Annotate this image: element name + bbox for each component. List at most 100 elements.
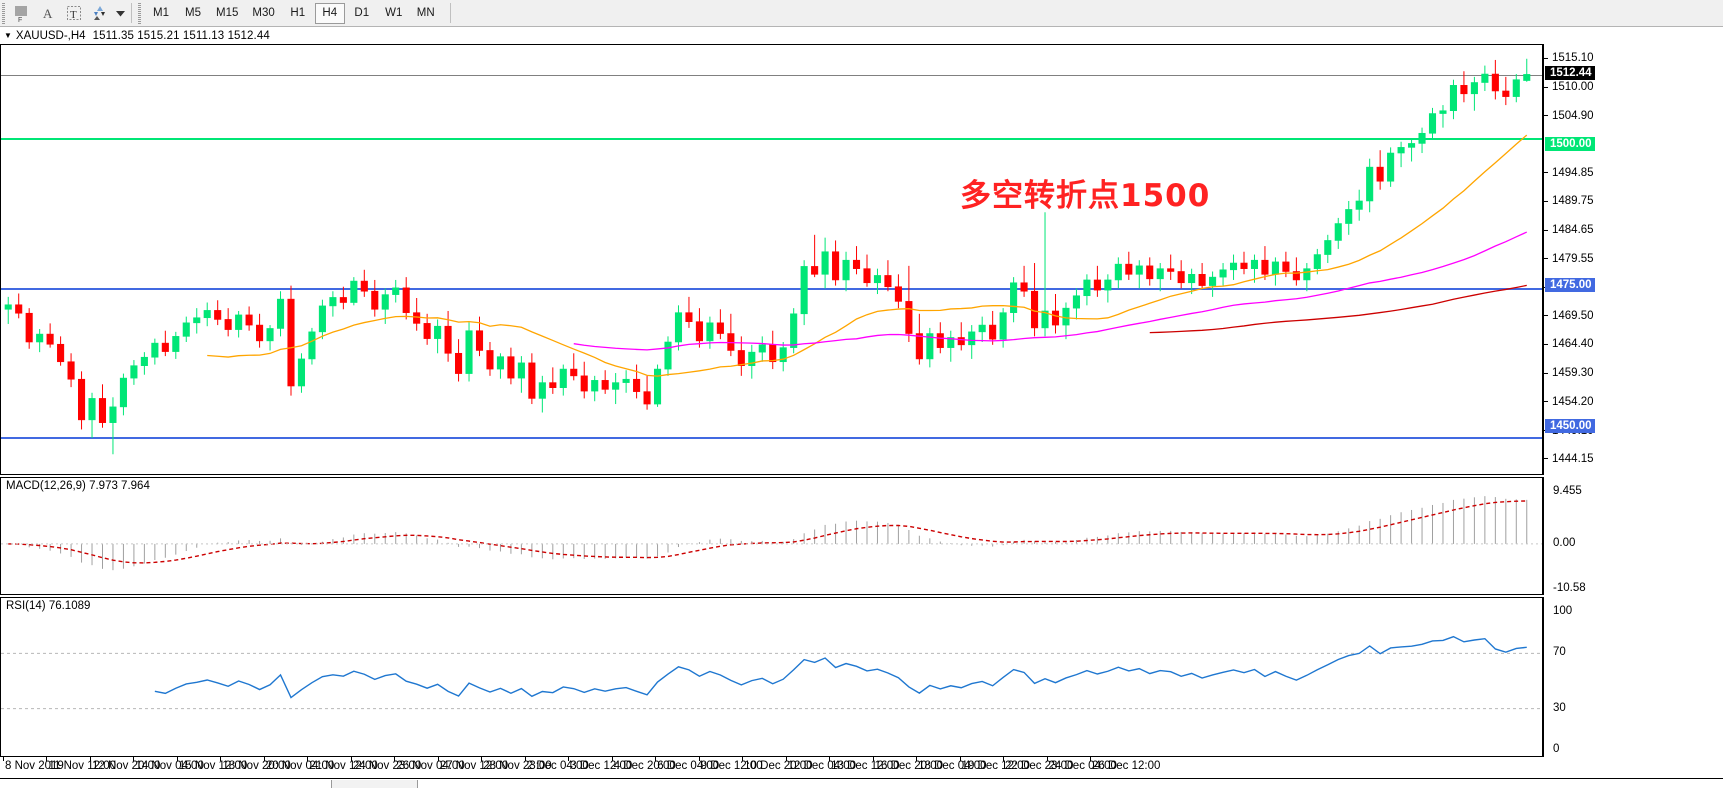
time-axis-label: 14 Nov 04:00 [135, 760, 204, 772]
last-price-line [1, 75, 1542, 76]
time-axis-label: 22 Dec 23:00 [1005, 760, 1074, 772]
level-badge-1500-00: 1500.00 [1545, 136, 1595, 151]
macd-axis-scale[interactable]: 9.455 0.00 -10.58 [1543, 477, 1723, 595]
chart-annotation-text: 多空转折点1500 [960, 178, 1211, 214]
timeframe-w1[interactable]: W1 [385, 7, 403, 19]
price-tick-label: 1469.50 [1544, 310, 1594, 322]
rsi-label: RSI(14) 76.1089 [6, 600, 91, 612]
level-line-1450 [1, 437, 1542, 439]
level-badge-1475-00: 1475.00 [1545, 277, 1595, 292]
timeframe-m30[interactable]: M30 [252, 7, 275, 19]
price-tick-label: 1464.40 [1544, 338, 1594, 350]
timeframe-mn[interactable]: MN [416, 7, 435, 19]
price-tick-label: 1454.20 [1544, 396, 1594, 408]
time-axis-label: 28 Nov 23:00 [483, 760, 552, 772]
time-tick [568, 757, 570, 761]
time-tick [220, 757, 222, 761]
last-price-badge: 1512.44 [1545, 66, 1595, 81]
time-axis-label: 16 Dec 20:00 [874, 760, 944, 772]
horizontal-scrollbar[interactable] [0, 778, 1723, 788]
macd-tick-label: 9.455 [1553, 485, 1582, 497]
time-tick [1090, 757, 1091, 761]
timeframe-m1[interactable]: M1 [153, 7, 169, 19]
ohlc-values: 1511.35 1515.21 1511.13 1512.44 [92, 29, 270, 42]
time-axis-label: 26 Dec 12:00 [1092, 760, 1161, 772]
time-tick [916, 757, 918, 761]
time-tick [350, 757, 352, 761]
rsi-tick-label: 70 [1553, 646, 1566, 659]
price-tick-label: 1444.15 [1544, 453, 1594, 465]
time-tick [872, 757, 874, 761]
price-tick-label: 1484.65 [1544, 224, 1594, 236]
time-axis-label: 20 Nov 04:00 [265, 760, 335, 772]
rsi-indicator-pane[interactable]: RSI(14) 76.1089 [0, 597, 1543, 757]
time-axis-label: 9 Dec 12:00 [700, 760, 763, 772]
price-tick-label: 1479.55 [1544, 253, 1594, 265]
rsi-axis-scale[interactable]: 100 70 30 0 [1543, 597, 1723, 757]
time-axis-label: 12 Nov 20:00 [91, 760, 161, 772]
time-axis-label: 6 Dec 04:00 [657, 760, 720, 772]
price-tick-label: 1489.75 [1544, 195, 1594, 207]
timeframe-m15[interactable]: M15 [216, 7, 239, 19]
time-axis-label: 8 Nov 2019 [5, 760, 64, 772]
svg-text:T: T [70, 9, 77, 21]
dropdown-arrow-icon[interactable] [113, 1, 127, 25]
collapse-chevron-icon[interactable]: ▼ [4, 31, 12, 40]
time-axis-label: 18 Dec 04:00 [918, 760, 987, 772]
time-tick [133, 757, 135, 761]
scrollbar-thumb[interactable] [331, 780, 418, 788]
time-tick [263, 757, 265, 761]
time-tick [829, 757, 831, 761]
toolbar-grip-1[interactable] [2, 2, 7, 24]
price-tick-label: 1504.90 [1544, 110, 1594, 122]
price-tick-label: 1459.30 [1544, 367, 1594, 379]
macd-tick-label: -10.58 [1553, 582, 1586, 594]
text-box-icon[interactable]: T [61, 1, 87, 25]
time-tick [394, 757, 396, 761]
time-axis-label: 10 Dec 20:00 [744, 760, 813, 772]
rsi-tick-label: 30 [1553, 701, 1566, 714]
timeframe-h4[interactable]: H4 [314, 2, 345, 24]
crosshair-grid-icon[interactable]: F [9, 1, 35, 25]
rsi-tick-label: 100 [1553, 605, 1573, 617]
rsi-series-canvas [1, 635, 1542, 710]
toolbar-grip-2[interactable] [138, 2, 143, 24]
time-tick [742, 757, 744, 761]
time-axis-label: 24 Dec 04:00 [1048, 760, 1117, 772]
price-chart-pane[interactable] [0, 44, 1543, 475]
text-label-icon[interactable]: A [35, 1, 61, 25]
time-tick [437, 757, 439, 761]
toolbar-divider-2 [449, 3, 451, 23]
time-axis-label: 24 Nov 23:00 [352, 760, 422, 772]
time-axis-label: 4 Dec 20:00 [613, 760, 676, 772]
time-axis[interactable]: 8 Nov 2019 11 Nov 12:00 12 Nov 20:00 14 Nov… [0, 757, 1723, 777]
time-axis-label: 18 Nov 20:00 [222, 760, 291, 772]
rsi-tick-label: 0 [1553, 743, 1560, 755]
macd-indicator-pane[interactable]: MACD(12,26,9) 7.973 7.964 [0, 477, 1543, 595]
price-tick-label: 1515.10 [1544, 52, 1594, 64]
symbol-info-bar: ▼ XAUUSD-,H4 1511.35 1515.21 1511.13 151… [0, 27, 1723, 44]
svg-text:F: F [18, 17, 22, 22]
time-tick [3, 757, 4, 761]
time-tick [1046, 757, 1048, 761]
time-tick [176, 757, 178, 761]
time-axis-label: 21 Nov 12:00 [309, 760, 378, 772]
chart-symbol-label: XAUUSD-,H4 [15, 29, 86, 42]
timeframe-d1[interactable]: D1 [354, 7, 370, 19]
macd-tick-label: 0.00 [1553, 536, 1576, 549]
time-tick [1003, 757, 1005, 761]
price-tick-label: 1494.85 [1544, 167, 1594, 179]
price-axis-scale[interactable]: 1515.10 1510.00 1504.90 1494.85 1489.75 1484.… [1543, 44, 1723, 475]
time-tick [611, 757, 613, 761]
timeframe-h1[interactable]: H1 [290, 7, 306, 19]
time-axis-label: 26 Nov 04:00 [396, 760, 465, 772]
timeframe-m5[interactable]: M5 [185, 7, 201, 19]
shapes-icon[interactable] [87, 1, 113, 25]
time-tick [524, 757, 526, 761]
time-tick [959, 757, 961, 761]
time-axis-label: 11 Nov 12:00 [48, 760, 117, 772]
time-tick [785, 757, 787, 761]
time-axis-label: 15 Nov 12:00 [178, 760, 248, 772]
time-tick [655, 757, 657, 761]
